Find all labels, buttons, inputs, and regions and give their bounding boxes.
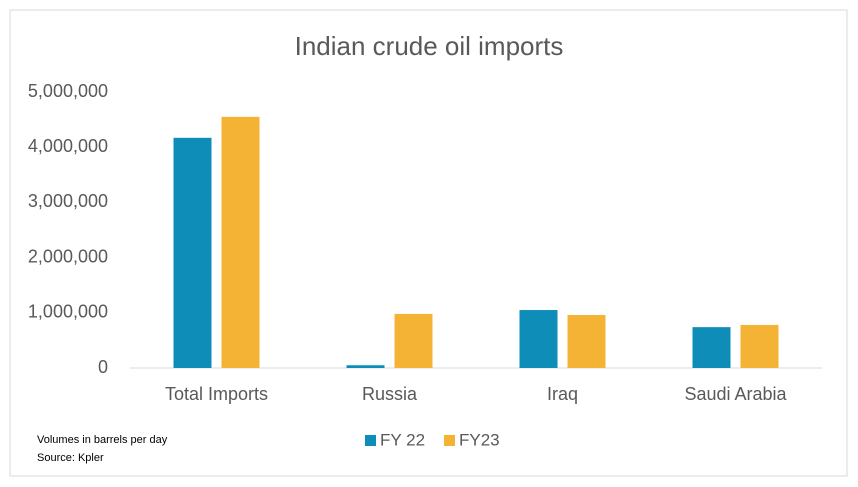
chart-frame bbox=[9, 9, 848, 477]
note: Volumes in barrels per day bbox=[37, 434, 168, 446]
y-tick-label: 2,000,000 bbox=[28, 246, 108, 266]
x-tick-label: Russia bbox=[362, 384, 418, 404]
legend-label: FY 22 bbox=[380, 430, 425, 449]
chart-title: Indian crude oil imports bbox=[295, 31, 564, 61]
legend-swatch bbox=[365, 435, 376, 446]
bar bbox=[567, 315, 606, 368]
bar bbox=[394, 313, 433, 368]
x-tick-label: Total Imports bbox=[165, 384, 268, 404]
bar bbox=[346, 365, 385, 368]
legend-label: FY23 bbox=[459, 430, 500, 449]
x-tick-label: Saudi Arabia bbox=[684, 384, 787, 404]
y-tick-label: 0 bbox=[98, 357, 108, 377]
y-tick-label: 4,000,000 bbox=[28, 136, 108, 156]
legend-swatch bbox=[444, 435, 455, 446]
y-tick-label: 5,000,000 bbox=[28, 81, 108, 101]
bar bbox=[692, 327, 731, 368]
bar bbox=[173, 137, 212, 368]
bar bbox=[519, 310, 558, 368]
y-tick-label: 3,000,000 bbox=[28, 191, 108, 211]
bar bbox=[740, 324, 779, 368]
note: Source: Kpler bbox=[37, 452, 104, 464]
x-tick-label: Iraq bbox=[547, 384, 578, 404]
bar bbox=[221, 116, 260, 368]
y-tick-label: 1,000,000 bbox=[28, 302, 108, 322]
